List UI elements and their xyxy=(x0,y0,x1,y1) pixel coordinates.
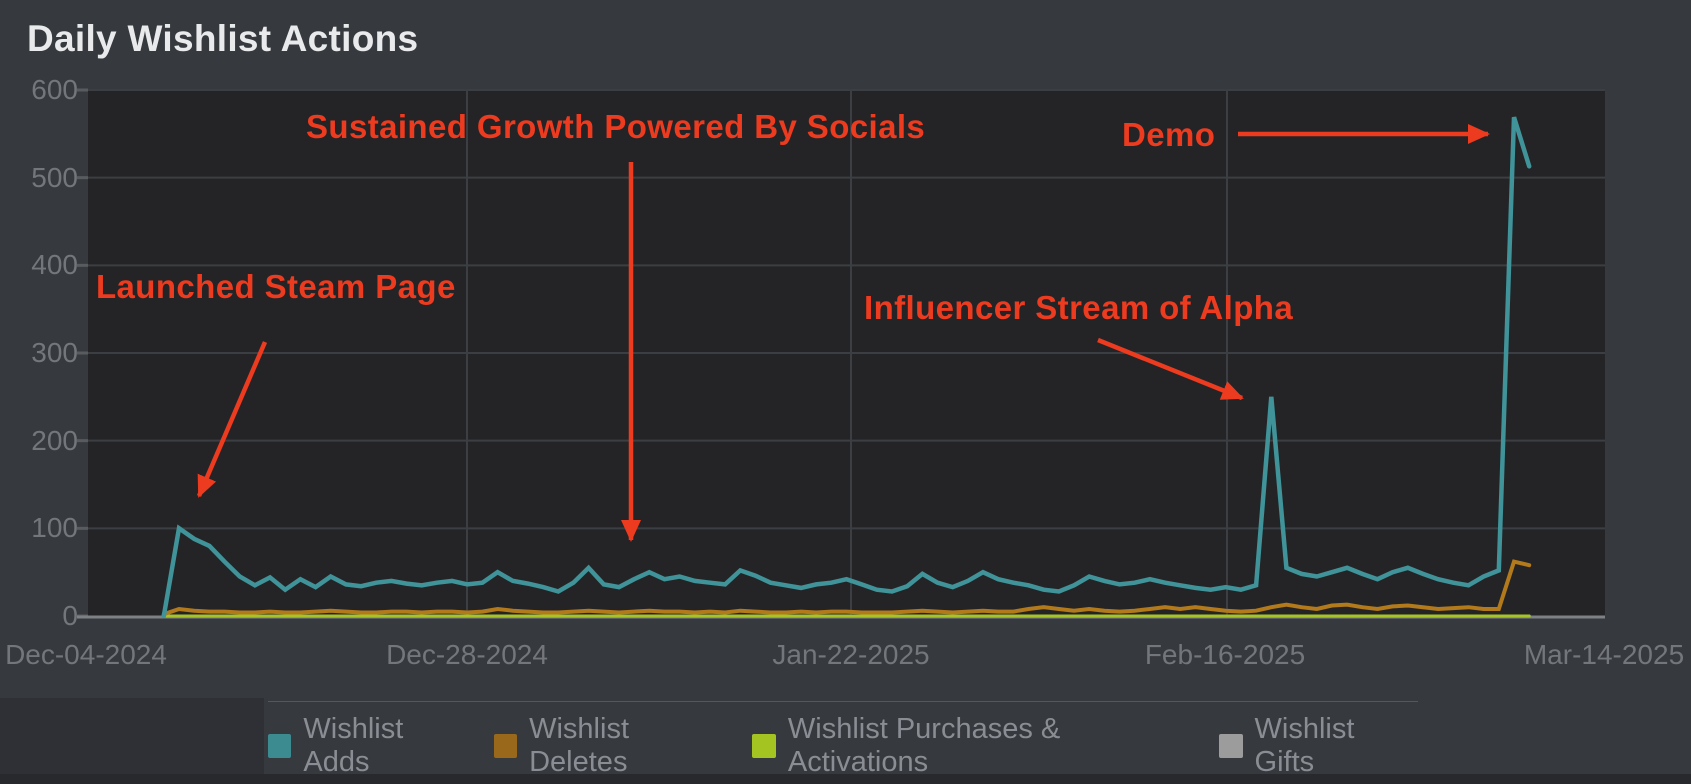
y-axis-label: 300 xyxy=(31,337,78,368)
y-axis-label: 0 xyxy=(62,600,78,631)
x-axis-label: Mar-14-2025 xyxy=(1523,639,1685,670)
legend-color-swatch-icon xyxy=(752,734,776,758)
legend-color-swatch-icon xyxy=(493,734,518,758)
legend-label: Wishlist Purchases & Activations xyxy=(787,713,1061,778)
series-line-wishlist-deletes xyxy=(161,559,1532,617)
legend-label: Wishlist Deletes xyxy=(529,713,629,778)
x-axis-label: Feb-16-2025 xyxy=(1144,639,1306,670)
legend-color-swatch-icon xyxy=(268,734,292,758)
x-axis-label: Dec-04-2024 xyxy=(5,639,167,670)
x-axis-label: Dec-28-2024 xyxy=(386,639,548,670)
y-axis-label: 400 xyxy=(31,249,78,281)
legend-item-wishlist-deletes[interactable]: Wishlist Deletes xyxy=(493,713,731,779)
legend-label: Wishlist Adds xyxy=(303,713,404,778)
bottom-left-shadow xyxy=(0,698,264,784)
bottom-edge-strip xyxy=(0,774,1691,784)
arrow-influencer-stream-icon xyxy=(1097,337,1244,401)
series-line-wishlist-adds xyxy=(161,116,1532,619)
legend-item-wishlist-gifts[interactable]: Wishlist Gifts xyxy=(1219,713,1418,779)
y-axis-label: 600 xyxy=(31,74,78,105)
chart-legend: Wishlist Adds Wishlist Deletes Wishlist Pu… xyxy=(268,701,1418,779)
legend-item-wishlist-adds[interactable]: Wishlist Adds xyxy=(268,713,472,779)
y-axis-label: 100 xyxy=(31,512,78,544)
annotation-demo: Demo xyxy=(1122,116,1216,153)
x-axis-label: Jan-22-2025 xyxy=(772,639,930,670)
y-axis-label: 500 xyxy=(31,161,78,193)
legend-color-swatch-icon xyxy=(1219,734,1243,758)
annotation-launched-steam-page: Launched Steam Page xyxy=(96,268,456,305)
annotation-influencer-stream: Influencer Stream of Alpha xyxy=(864,289,1294,326)
annotation-sustained-growth: Sustained Growth Powered By Socials xyxy=(306,108,926,145)
legend-item-wishlist-purchases-activations[interactable]: Wishlist Purchases & Activations xyxy=(752,713,1197,779)
y-axis-label: 200 xyxy=(31,424,78,456)
arrow-launched-steam-page-icon xyxy=(196,341,268,498)
legend-label: Wishlist Gifts xyxy=(1254,713,1355,778)
chart-title: Daily Wishlist Actions xyxy=(27,18,419,59)
